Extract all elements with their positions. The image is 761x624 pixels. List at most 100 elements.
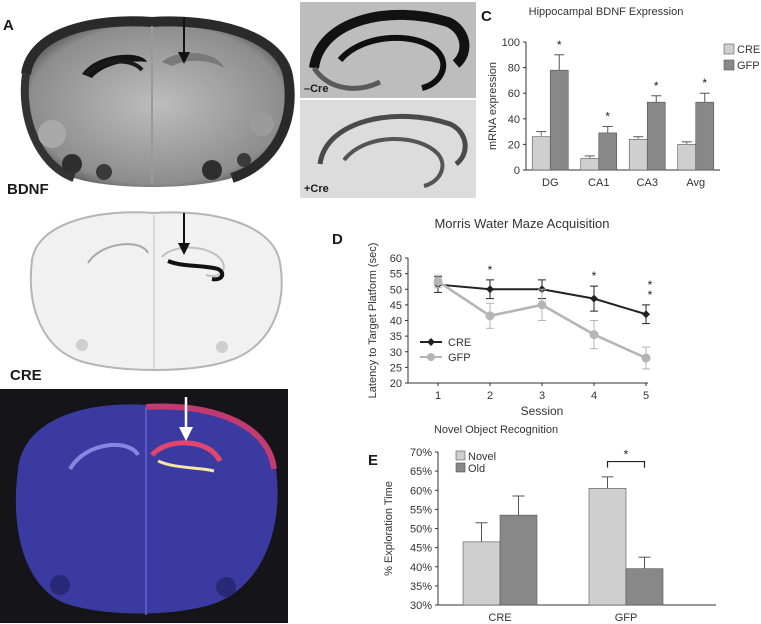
minus-cre-label: –Cre <box>304 83 329 95</box>
plus-cre-hippocampus-image <box>300 100 476 198</box>
y-tick-label: 65% <box>410 466 432 478</box>
bar-cre <box>531 136 551 171</box>
y-axis-label: Latency to Target Platform (sec) <box>367 243 379 399</box>
legend-label-novel: Novel <box>468 451 496 463</box>
y-tick-label: 25 <box>390 362 402 374</box>
y-tick-label: 55 <box>390 269 402 281</box>
y-tick-label: 30 <box>390 347 402 359</box>
x-tick-label: 5 <box>643 390 649 402</box>
point-gfp <box>433 276 443 286</box>
bar-novel <box>462 541 501 606</box>
y-tick-label: 35 <box>390 331 402 343</box>
point-cre <box>642 310 650 319</box>
x-tick-label: Avg <box>686 177 705 189</box>
point-gfp <box>641 353 651 363</box>
significance-star: * <box>648 288 653 302</box>
minus-cre-hippocampus-image <box>300 2 476 98</box>
y-tick-label: 30% <box>410 600 432 612</box>
bar-gfp <box>598 132 618 171</box>
y-axis-label: mRNA expression <box>487 62 499 150</box>
legend-swatch-gfp <box>723 59 735 71</box>
legend-label-old: Old <box>468 463 485 475</box>
x-tick-label: 2 <box>487 390 493 402</box>
x-tick-label: 3 <box>539 390 545 402</box>
y-tick-label: 100 <box>502 37 520 49</box>
bar-novel <box>588 488 627 606</box>
significance-star: * <box>592 269 597 283</box>
significance-star: * <box>557 38 562 52</box>
y-tick-label: 55% <box>410 504 432 516</box>
x-tick-label: 4 <box>591 390 597 402</box>
panel-d-letter: D <box>332 231 343 248</box>
significance-star: * <box>702 76 707 90</box>
significance-star: * <box>648 278 653 292</box>
x-tick-label: GFP <box>615 612 638 624</box>
point-cre <box>590 294 598 303</box>
y-tick-label: 50% <box>410 524 432 536</box>
point-cre <box>486 285 494 294</box>
x-tick-label: CA1 <box>588 177 609 189</box>
y-tick-label: 60 <box>508 88 520 100</box>
x-tick-label: 1 <box>435 390 441 402</box>
legend-swatch-old <box>455 462 466 473</box>
y-tick-label: 70% <box>410 447 432 459</box>
chart-title: Hippocampal BDNF Expression <box>529 6 684 18</box>
y-tick-label: 20 <box>508 139 520 151</box>
bar-cre <box>580 158 600 171</box>
y-tick-label: 0 <box>514 165 520 177</box>
novel-object-chart: Novel Object Recognition % Exploration Ti… <box>383 424 716 624</box>
bar-old <box>499 514 538 606</box>
point-gfp <box>485 311 495 321</box>
y-axis-label: % Exploration Time <box>383 481 395 576</box>
cre-brain-section-image <box>29 211 283 371</box>
significance-star: * <box>624 448 629 462</box>
y-tick-label: 40 <box>508 114 520 126</box>
point-gfp <box>589 330 599 340</box>
x-tick-label: CA3 <box>637 177 658 189</box>
y-tick-label: 35% <box>410 581 432 593</box>
chart-title: Morris Water Maze Acquisition <box>434 216 609 231</box>
y-tick-label: 50 <box>390 284 402 296</box>
bar-old <box>625 568 664 606</box>
y-tick-label: 60 <box>390 253 402 265</box>
y-tick-label: 45% <box>410 543 432 555</box>
legend-marker-cre <box>427 338 435 346</box>
legend-label-gfp: GFP <box>737 60 760 72</box>
bar-gfp <box>646 101 666 171</box>
x-tick-label: CRE <box>488 612 511 624</box>
significance-star: * <box>654 79 659 93</box>
significance-star: * <box>488 263 493 277</box>
cre-label: CRE <box>10 367 42 384</box>
significance-star: * <box>605 109 610 123</box>
y-tick-label: 20 <box>390 378 402 390</box>
panel-c-letter: C <box>481 8 492 25</box>
bar-cre <box>628 138 648 171</box>
legend-swatch-novel <box>455 450 466 461</box>
bar-gfp <box>549 69 569 171</box>
bar-cre <box>677 144 697 171</box>
x-tick-label: DG <box>542 177 559 189</box>
legend-label-cre: CRE <box>448 337 471 349</box>
legend-label-cre: CRE <box>737 44 760 56</box>
y-tick-label: 40 <box>390 316 402 328</box>
point-gfp <box>537 300 547 310</box>
y-tick-label: 40% <box>410 562 432 574</box>
x-axis-label: Session <box>521 404 564 418</box>
significance-bracket <box>606 460 646 468</box>
water-maze-chart: Morris Water Maze Acquisition Latency to … <box>367 216 653 418</box>
fluorescence-brain-section-image <box>0 389 288 623</box>
bar-gfp <box>695 101 715 171</box>
legend-marker-gfp <box>427 353 435 361</box>
y-tick-label: 45 <box>390 300 402 312</box>
legend-swatch-cre <box>723 43 735 55</box>
panel-e-letter: E <box>368 452 379 469</box>
bdnf-brain-section-image <box>20 16 295 187</box>
y-tick-label: 60% <box>410 485 432 497</box>
bdnf-label: BDNF <box>7 181 49 198</box>
chart-title: Novel Object Recognition <box>434 424 558 436</box>
y-tick-label: 80 <box>508 63 520 75</box>
plus-cre-label: +Cre <box>304 183 329 195</box>
bdnf-expression-chart: Hippocampal BDNF Expression mRNA expressi… <box>487 6 760 189</box>
panel-a-letter: A <box>3 17 14 34</box>
legend-label-gfp: GFP <box>448 352 471 364</box>
